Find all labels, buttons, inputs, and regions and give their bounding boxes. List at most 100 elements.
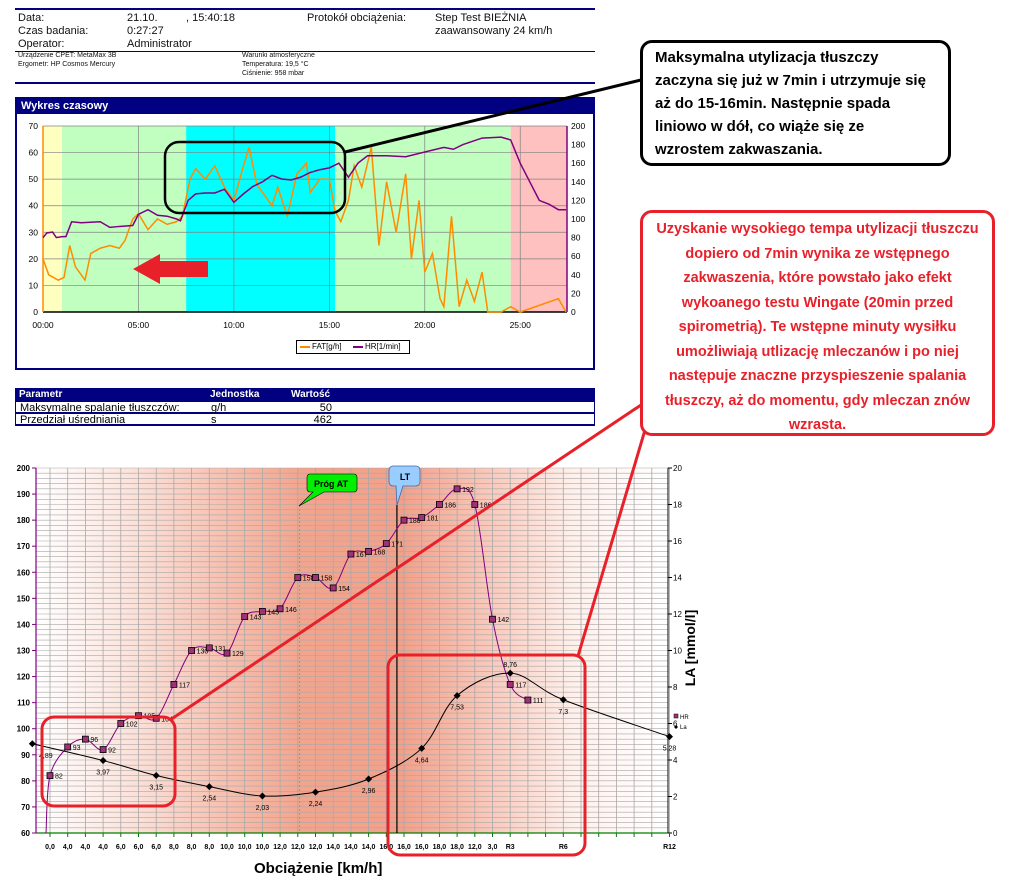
hr-data-label: 168 bbox=[374, 549, 386, 556]
left-tick-label: 180 bbox=[17, 516, 31, 525]
param-name: Maksymalne spalanie tłuszczów: bbox=[20, 402, 180, 414]
connector-red-2 bbox=[576, 429, 647, 657]
la-point bbox=[418, 744, 426, 752]
operator-value: Administrator bbox=[127, 38, 192, 50]
right-tick-label: 14 bbox=[673, 574, 682, 583]
time-chart: 0 10 20 30 40 50 60 70 0 20 40 60 80 100 120 140 160 180 2… bbox=[29, 121, 586, 330]
time-value: , 15:40:18 bbox=[186, 12, 235, 24]
x-tick-label: 8,0 bbox=[204, 844, 214, 851]
left-tick-label: 170 bbox=[17, 542, 31, 551]
hr-point bbox=[99, 746, 107, 753]
la-data-label: 4,89 bbox=[39, 753, 53, 760]
col-parametr: Parametr bbox=[19, 389, 63, 400]
hr-data-label: 142 bbox=[498, 617, 510, 624]
hr-point bbox=[365, 548, 373, 555]
la-point bbox=[258, 792, 266, 800]
header-bottom-rule bbox=[15, 82, 595, 84]
la-data-label: 4,64 bbox=[415, 757, 429, 764]
left-tick-label: 10 bbox=[29, 280, 39, 290]
hr-point bbox=[294, 574, 302, 581]
x-tick-label: 00:00 bbox=[32, 320, 54, 330]
right-tick-label: 10 bbox=[673, 647, 682, 656]
hr-point bbox=[117, 720, 125, 727]
hr-point bbox=[400, 516, 408, 524]
hr-data-label: 102 bbox=[126, 722, 138, 729]
la-point bbox=[559, 696, 567, 704]
hr-data-label: 180 bbox=[409, 518, 421, 525]
left-tick-label: 0 bbox=[33, 307, 38, 317]
la-data-label: 2,96 bbox=[362, 788, 376, 795]
hr-point bbox=[506, 680, 514, 688]
right-tick-label: 100 bbox=[571, 214, 585, 224]
left-tick-label: 120 bbox=[17, 673, 31, 682]
left-tick-label: 100 bbox=[17, 725, 31, 734]
at-threshold-bubble bbox=[298, 473, 358, 507]
params-table-header: Parametr Jednostka Wartość bbox=[15, 388, 595, 401]
highlight-box-early bbox=[40, 715, 177, 808]
hr-series-line bbox=[42, 136, 567, 239]
legend-la-marker bbox=[674, 725, 678, 729]
x-tick-label: 18,0 bbox=[450, 844, 464, 851]
left-tick-label: 160 bbox=[17, 568, 31, 577]
phase-band-green bbox=[335, 126, 511, 312]
hr-point bbox=[418, 514, 426, 521]
hr-data-label: 117 bbox=[515, 682, 526, 689]
hr-data-label: 111 bbox=[533, 698, 544, 705]
legend-fat: FAT[g/h] bbox=[312, 342, 342, 351]
x-tick-label: 8,0 bbox=[187, 844, 197, 851]
header-mid-rule bbox=[15, 51, 595, 52]
legend-la: La bbox=[680, 725, 687, 731]
left-tick-label: 80 bbox=[21, 777, 30, 786]
param-value: 50 bbox=[319, 402, 332, 414]
highlight-box bbox=[163, 140, 347, 215]
la-point bbox=[152, 772, 160, 780]
hr-data-label: 96 bbox=[90, 737, 98, 744]
hr-data-label: 158 bbox=[321, 576, 333, 583]
param-unit: g/h bbox=[211, 402, 227, 414]
right-tick-label: 0 bbox=[571, 307, 576, 317]
legend-hr-swatch bbox=[353, 346, 363, 348]
hr-data-label: 167 bbox=[356, 552, 368, 559]
x-tick-label: 4,0 bbox=[81, 844, 91, 851]
right-tick-label: 60 bbox=[571, 251, 581, 261]
x-tick-label: R12 bbox=[663, 844, 676, 851]
la-data-label: 5,28 bbox=[663, 746, 677, 753]
hr-data-label: 192 bbox=[462, 487, 474, 494]
callout-acidification: Uzyskanie wysokiego tempa utylizacji tłu… bbox=[640, 210, 995, 436]
left-tick-label: 90 bbox=[21, 751, 30, 760]
time-chart-title: Wykres czasowy bbox=[17, 99, 593, 114]
hr-data-label: 93 bbox=[73, 745, 81, 752]
left-tick-label: 110 bbox=[17, 699, 30, 708]
left-tick-label: 60 bbox=[29, 148, 39, 158]
la-point bbox=[365, 775, 373, 783]
hr-data-label: 143 bbox=[250, 615, 262, 622]
conditions-title: Warunki atmosferyczne bbox=[242, 52, 315, 59]
x-tick-label: 12,0 bbox=[291, 844, 305, 851]
date-label: Data: bbox=[18, 12, 45, 24]
right-tick-label: 2 bbox=[673, 793, 678, 802]
x-tick-label: 8,0 bbox=[169, 844, 179, 851]
hr-data-label: 145 bbox=[267, 609, 279, 616]
hr-point bbox=[64, 743, 72, 751]
la-data-label: 7,53 bbox=[450, 705, 464, 712]
x-tick-label: 4,0 bbox=[98, 844, 108, 851]
la-data-label: 7,3 bbox=[558, 709, 568, 716]
phase-band-yellow bbox=[43, 126, 63, 312]
hr-data-label: 130 bbox=[197, 649, 209, 656]
temperature-text: Temperatura: 19,5 °C bbox=[242, 61, 309, 68]
left-tick-label: 130 bbox=[17, 647, 31, 656]
hr-point bbox=[46, 772, 54, 780]
x-tick-label: 14,0 bbox=[344, 844, 358, 851]
x-tick-label: 10,0 bbox=[256, 844, 270, 851]
phase-band-cyan bbox=[186, 126, 336, 312]
param-value: 462 bbox=[313, 414, 332, 426]
la-point bbox=[28, 740, 36, 748]
hr-point bbox=[524, 696, 532, 704]
x-tick-label: 16,0 bbox=[397, 844, 411, 851]
right-tick-label: 18 bbox=[673, 501, 682, 510]
la-point bbox=[666, 733, 673, 741]
x-tick-label: 0,0 bbox=[45, 844, 55, 851]
col-wartosc: Wartość bbox=[291, 389, 331, 400]
legend-hr: HR[1/min] bbox=[365, 342, 401, 351]
